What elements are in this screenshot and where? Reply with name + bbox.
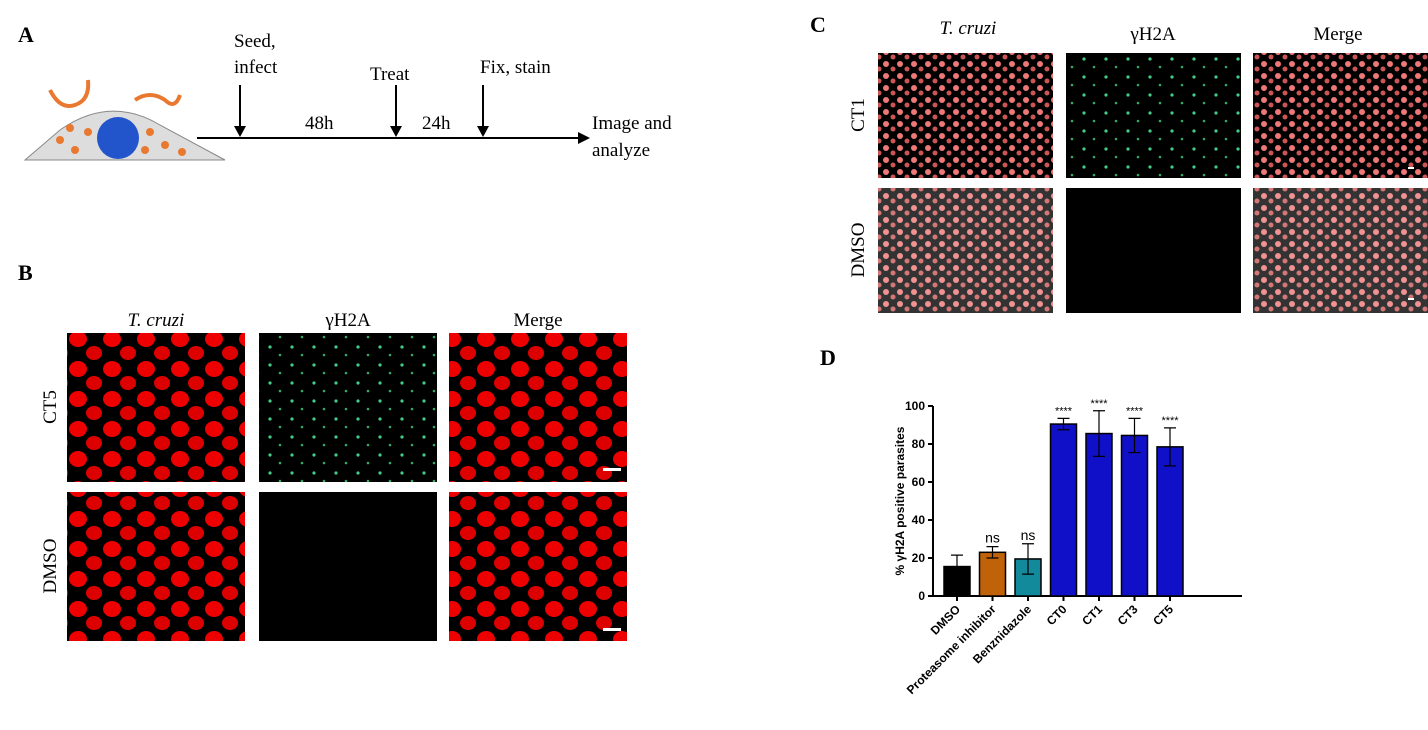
scale-bar — [1408, 167, 1414, 169]
row-label: DMSO — [848, 223, 869, 278]
column-label: γH2A — [1129, 24, 1176, 45]
error-bar — [986, 546, 999, 559]
bar — [1049, 423, 1078, 597]
step-label: Seed, — [234, 31, 276, 52]
x-tick-label: CT3 — [1115, 602, 1141, 628]
significance-label: ns — [1021, 527, 1036, 543]
significance-label: **** — [1126, 405, 1144, 417]
x-tick-label: CT0 — [1044, 602, 1070, 628]
panel-label: A — [18, 22, 34, 47]
y-tick-label: 100 — [905, 399, 925, 413]
micrograph — [67, 333, 245, 482]
step-label: Image and — [592, 113, 672, 134]
panel-label: C — [810, 12, 826, 37]
scale-bar — [603, 468, 621, 471]
step-arrow-heads — [234, 126, 489, 137]
error-bar — [1022, 543, 1034, 575]
bar — [1156, 446, 1184, 597]
micrograph — [1253, 53, 1428, 178]
micrograph — [259, 492, 437, 641]
column-label: Merge — [513, 310, 562, 331]
significance-label: **** — [1055, 405, 1073, 417]
y-tick-label: 80 — [912, 437, 926, 451]
micrograph — [1066, 188, 1241, 313]
step-label: analyze — [592, 140, 650, 161]
interval-label: 48h — [305, 113, 334, 134]
step-label: Fix, stain — [480, 57, 551, 78]
step-arrows — [239, 85, 484, 128]
y-tick-label: 0 — [918, 589, 925, 603]
column-label: T. cruzi — [940, 18, 997, 39]
interval-label: 24h — [422, 113, 451, 134]
significance-label: **** — [1161, 415, 1179, 427]
bar — [978, 551, 1007, 597]
error-bar — [1093, 410, 1105, 457]
error-bar — [1164, 427, 1176, 467]
column-label: T. cruzi — [128, 310, 185, 331]
y-tick-label: 20 — [912, 551, 926, 565]
significance-label: ns — [985, 530, 1000, 546]
column-label: γH2A — [324, 310, 371, 331]
micrograph — [449, 333, 627, 482]
error-bar — [1057, 417, 1070, 431]
error-bar — [951, 554, 963, 579]
step-label: Treat — [370, 64, 410, 85]
trypomastigote — [133, 93, 182, 106]
micrograph — [878, 53, 1053, 178]
panel-label: D — [820, 345, 836, 370]
row-label: CT5 — [40, 390, 61, 424]
micrograph — [259, 333, 437, 482]
nucleus — [97, 117, 139, 159]
scale-bar — [603, 628, 621, 631]
trypomastigote — [48, 79, 91, 108]
panel-label: B — [18, 260, 33, 285]
row-label: CT1 — [848, 98, 869, 132]
bar — [1085, 432, 1113, 597]
amastigotes — [56, 124, 186, 156]
x-tick-label: CT5 — [1150, 602, 1176, 628]
micrograph — [878, 188, 1053, 313]
row-label: DMSO — [40, 539, 61, 594]
error-bar — [1128, 417, 1141, 454]
significance-label: **** — [1090, 398, 1108, 410]
y-tick-label: 60 — [912, 475, 926, 489]
column-label: Merge — [1313, 24, 1362, 45]
x-tick-label: CT1 — [1079, 602, 1105, 628]
micrograph — [449, 492, 627, 641]
arrow-head — [578, 132, 590, 144]
micrograph — [1253, 188, 1428, 313]
micrograph — [67, 492, 245, 641]
micrograph — [1066, 53, 1241, 178]
bar — [1120, 434, 1149, 597]
step-label: infect — [234, 57, 278, 78]
y-tick-label: 40 — [912, 513, 926, 527]
y-axis-label: % γH2A positive parasites — [893, 426, 907, 575]
scale-bar — [1408, 298, 1414, 300]
